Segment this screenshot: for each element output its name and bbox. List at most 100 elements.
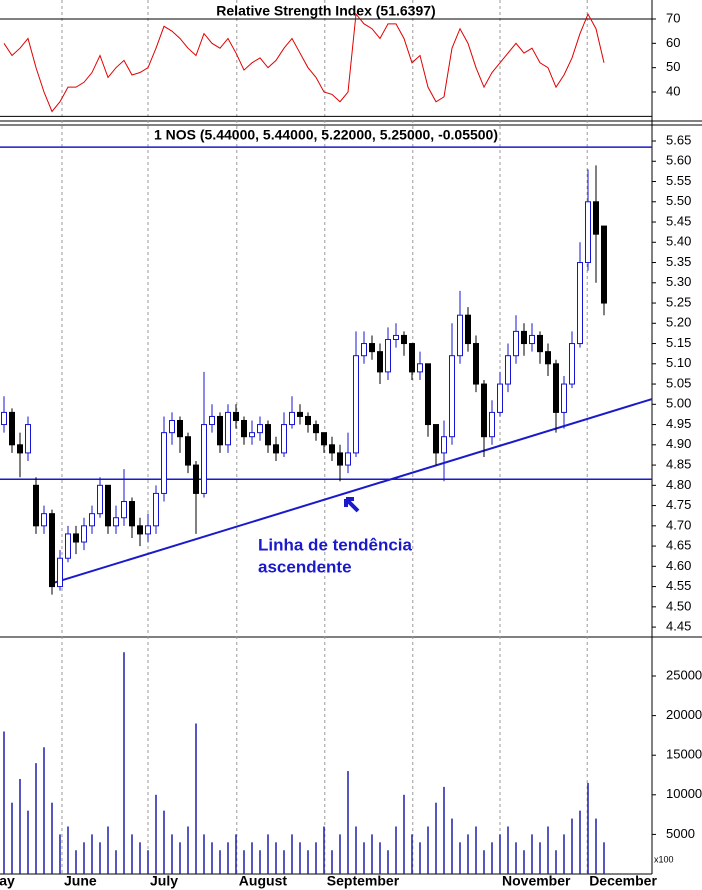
- candle-body: [129, 501, 135, 527]
- candle-body: [417, 363, 423, 373]
- candle-body: [65, 533, 71, 559]
- x-tick-label: June: [64, 873, 97, 889]
- candle-body: [369, 343, 375, 353]
- candle-body: [449, 355, 455, 438]
- y-tick-label: 4.55: [666, 578, 691, 593]
- candle-body: [145, 525, 151, 535]
- y-tick-label: 5.65: [666, 132, 691, 147]
- candle-body: [433, 424, 439, 454]
- y-tick-label: 4.90: [666, 436, 691, 451]
- candle-body: [193, 464, 199, 494]
- candle-body: [585, 201, 591, 264]
- candle-body: [561, 383, 567, 413]
- rsi-line: [3, 12, 605, 113]
- candle-body: [601, 225, 607, 304]
- y-tick-label: 4.60: [666, 558, 691, 573]
- y-tick-label: 5.10: [666, 355, 691, 370]
- y-tick-label: 4.70: [666, 517, 691, 532]
- candle-body: [441, 436, 447, 454]
- candle-body: [81, 525, 87, 543]
- y-tick-label: 5.55: [666, 173, 691, 188]
- candle-body: [177, 420, 183, 438]
- y-tick-label: 4.80: [666, 477, 691, 492]
- candle-body: [345, 452, 351, 466]
- y-tick-label: 5.30: [666, 274, 691, 289]
- candle-body: [225, 411, 231, 446]
- y-tick-label: 4.95: [666, 416, 691, 431]
- unit-label: x100: [654, 854, 674, 864]
- y-tick-label: 5.50: [666, 193, 691, 208]
- candle-body: [297, 411, 303, 417]
- y-tick-label: 5.05: [666, 375, 691, 390]
- y-tick-label: 5.40: [666, 234, 691, 249]
- candle-body: [89, 513, 95, 527]
- candle-body: [425, 363, 431, 426]
- y-tick-label: 5.00: [666, 396, 691, 411]
- candle-body: [313, 424, 319, 434]
- candle-body: [73, 533, 79, 543]
- candle-body: [401, 334, 407, 345]
- arrow: [344, 497, 360, 513]
- candle-body: [249, 432, 255, 438]
- candle-body: [553, 363, 559, 413]
- candle-body: [337, 452, 343, 466]
- candle-body: [241, 420, 247, 438]
- candle-body: [201, 424, 207, 494]
- candle-body: [41, 513, 47, 527]
- y-tick-label: 40: [666, 83, 680, 98]
- candle-body: [537, 334, 543, 353]
- y-tick-label: 4.65: [666, 538, 691, 553]
- y-tick-label: 5.35: [666, 254, 691, 269]
- trend-line: [51, 398, 653, 585]
- annotation: Linha de tendência: [258, 535, 413, 554]
- candle-body: [497, 383, 503, 413]
- candle-body: [353, 355, 359, 454]
- candle-body: [233, 411, 239, 422]
- candle-body: [569, 343, 575, 385]
- candle-body: [57, 557, 63, 588]
- candle-body: [329, 444, 335, 454]
- y-tick-label: 5000: [666, 826, 695, 841]
- candle-body: [1, 411, 7, 426]
- candle-body: [49, 513, 55, 588]
- candle-body: [457, 314, 463, 357]
- candle-body: [121, 501, 127, 519]
- candle-body: [521, 330, 527, 345]
- candle-body: [321, 432, 327, 446]
- y-tick-label: 20000: [666, 707, 702, 722]
- candle-body: [489, 411, 495, 438]
- candle-body: [481, 383, 487, 438]
- x-tick-label: May: [0, 873, 15, 889]
- candle-body: [209, 415, 215, 426]
- x-tick-label: November: [502, 873, 571, 889]
- y-tick-label: 5.45: [666, 213, 691, 228]
- candle-body: [161, 432, 167, 494]
- candle-body: [289, 411, 295, 426]
- candle-body: [281, 424, 287, 454]
- candle-body: [105, 484, 111, 527]
- y-tick-label: 5.25: [666, 294, 691, 309]
- candle-body: [465, 314, 471, 345]
- candle-body: [505, 355, 511, 385]
- candle-body: [265, 424, 271, 446]
- candle-body: [473, 343, 479, 385]
- y-tick-label: 5.60: [666, 153, 691, 168]
- x-tick-label: September: [327, 873, 400, 889]
- candle-body: [513, 330, 519, 357]
- y-tick-label: 4.75: [666, 497, 691, 512]
- y-tick-label: 25000: [666, 667, 702, 682]
- panel-title: Relative Strength Index (51.6397): [216, 3, 435, 19]
- y-tick-label: 70: [666, 10, 680, 25]
- candle-body: [33, 484, 39, 527]
- candle-body: [593, 201, 599, 235]
- candle-body: [361, 343, 367, 357]
- y-tick-label: 10000: [666, 786, 702, 801]
- y-tick-label: 5.20: [666, 315, 691, 330]
- candle-body: [17, 444, 23, 454]
- candle-body: [377, 351, 383, 373]
- y-tick-label: 15000: [666, 747, 702, 762]
- y-tick-label: 4.50: [666, 598, 691, 613]
